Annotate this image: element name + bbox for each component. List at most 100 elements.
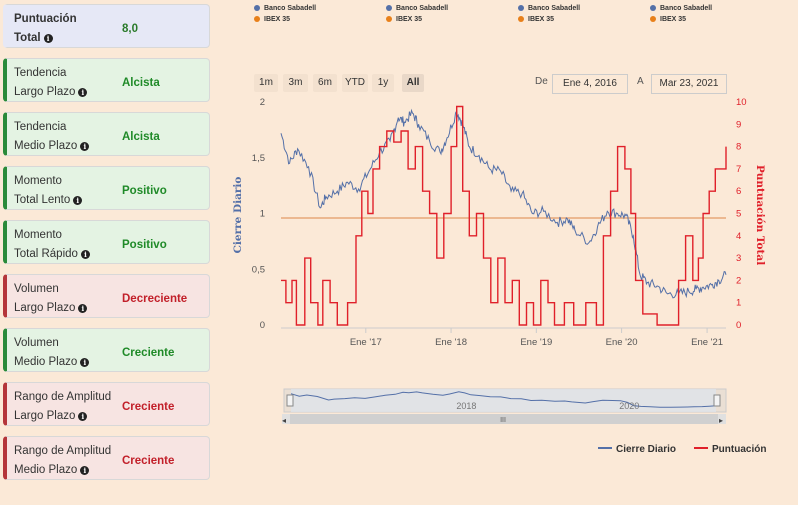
legend-item-bank[interactable]: Banco Sabadell (386, 5, 448, 12)
indicator-value: 8,0 (122, 23, 138, 35)
indicator-value: Decreciente (122, 293, 188, 305)
indicator-title: Tendencia (14, 67, 67, 79)
indicator-card: Momento Total Lento i Positivo (3, 166, 210, 210)
y-right-tick-label: 6 (736, 186, 741, 197)
from-label: De (535, 76, 548, 87)
range-button-1m[interactable]: 1m (254, 74, 278, 92)
legend-price[interactable]: Cierre Diario (598, 444, 676, 455)
scroll-left-arrow-icon: ◂ (282, 416, 286, 425)
indicator-value: Positivo (122, 239, 167, 251)
legend-dot-icon (650, 5, 656, 11)
info-icon[interactable]: i (43, 34, 53, 43)
to-label: A (637, 76, 644, 87)
scrollbar-grip-icon: III (500, 417, 506, 424)
indicator-card: Tendencia Medio Plazo i Alcista (3, 112, 210, 156)
indicator-subtitle-text: Medio Plazo (14, 464, 78, 476)
y-left-tick-label: 0,5 (252, 264, 265, 275)
legend-item-bank[interactable]: Banco Sabadell (650, 5, 712, 12)
y-right-tick-label: 1 (736, 298, 741, 309)
indicator-subtitle: Largo Plazo i (14, 302, 88, 314)
series-legend-top: Banco Sabadell IBEX 35 Banco Sabadell IBEX … (250, 3, 730, 27)
range-button-all[interactable]: All (402, 74, 424, 92)
y-left-tick-label: 1,5 (252, 153, 265, 164)
legend-dot-icon (254, 16, 260, 22)
x-tick-label: Ene '18 (435, 337, 467, 348)
legend-item-bank[interactable]: Banco Sabadell (254, 5, 316, 12)
legend-item-index[interactable]: IBEX 35 (386, 16, 422, 23)
indicator-value: Alcista (122, 77, 160, 89)
info-icon[interactable]: i (73, 196, 83, 205)
range-button-1y[interactable]: 1y (372, 74, 394, 92)
from-date-input[interactable]: Ene 4, 2016 (552, 74, 628, 94)
indicator-subtitle: Total i (14, 32, 53, 44)
indicator-value: Creciente (122, 347, 175, 359)
scrollbar-track (282, 414, 726, 424)
navigator-handle-left (286, 394, 294, 407)
legend-price-swatch (598, 447, 612, 449)
info-icon[interactable]: i (80, 250, 90, 259)
series-line-price (280, 108, 727, 299)
indicator-value: Alcista (122, 131, 160, 143)
indicator-subtitle: Largo Plazo i (14, 86, 88, 98)
x-tick-label: Ene '19 (520, 337, 552, 348)
legend-price-label: Cierre Diario (616, 444, 677, 455)
info-icon[interactable]: i (78, 412, 88, 421)
indicator-card: Rango de Amplitud Largo Plazo i Creciente (3, 382, 210, 426)
info-icon[interactable]: i (78, 304, 88, 313)
indicator-card: Momento Total Rápido i Positivo (3, 220, 210, 264)
y-right-tick-label: 4 (736, 231, 741, 242)
indicator-subtitle: Medio Plazo i (14, 140, 90, 152)
legend-item-bank[interactable]: Banco Sabadell (518, 5, 580, 12)
indicator-title: Tendencia (14, 121, 67, 133)
navigator-year-label: 2020 (619, 401, 639, 411)
scrollbar-thumb (290, 414, 718, 424)
indicator-value: Creciente (122, 401, 175, 413)
x-tick-label: Ene '20 (606, 337, 638, 348)
y-right-tick-label: 3 (736, 253, 741, 264)
legend-score[interactable]: Puntuación (694, 444, 766, 455)
navigator-window (291, 389, 716, 412)
indicator-subtitle-text: Largo Plazo (14, 302, 76, 314)
range-button-ytd[interactable]: YTD (342, 74, 368, 92)
scroll-right-arrow-icon: ▸ (719, 416, 723, 425)
y-left-tick-label: 2 (260, 97, 265, 108)
series-line-score (281, 105, 727, 326)
indicator-card: Rango de Amplitud Medio Plazo i Creciente (3, 436, 210, 480)
legend-index-label: IBEX 35 (264, 16, 291, 23)
range-button-3m[interactable]: 3m (283, 74, 308, 92)
legend-item-index[interactable]: IBEX 35 (650, 16, 686, 23)
info-icon[interactable]: i (80, 466, 90, 475)
indicator-title: Rango de Amplitud (14, 391, 112, 403)
y-right-tick-label: 10 (736, 97, 747, 108)
indicator-subtitle-text: Total Lento (14, 194, 71, 206)
to-date-input[interactable]: Mar 23, 2021 (651, 74, 727, 94)
info-icon[interactable]: i (80, 142, 90, 151)
range-button-6m[interactable]: 6m (313, 74, 337, 92)
y-right-tick-label: 9 (736, 119, 741, 130)
y-right-tick-label: 5 (736, 209, 741, 220)
indicator-value: Positivo (122, 185, 167, 197)
y-right-tick-label: 8 (736, 142, 741, 153)
x-tick-label: Ene '17 (350, 337, 382, 348)
indicator-title: Puntuación (14, 13, 77, 25)
indicator-title: Momento (14, 229, 62, 241)
indicator-subtitle: Total Lento i (14, 194, 83, 206)
info-icon[interactable]: i (78, 88, 88, 97)
indicator-card: Tendencia Largo Plazo i Alcista (3, 58, 210, 102)
indicator-subtitle-text: Largo Plazo (14, 86, 76, 98)
legend-item-index[interactable]: IBEX 35 (518, 16, 554, 23)
legend-index-label: IBEX 35 (660, 16, 687, 23)
indicator-subtitle-text: Medio Plazo (14, 356, 78, 368)
indicator-subtitle-text: Total Rápido (14, 248, 78, 260)
indicator-title: Volumen (14, 337, 59, 349)
info-icon[interactable]: i (80, 358, 90, 367)
indicator-title: Volumen (14, 283, 59, 295)
legend-item-index[interactable]: IBEX 35 (254, 16, 290, 23)
y-right-tick-label: 0 (736, 320, 741, 331)
legend-bank-label: Banco Sabadell (396, 5, 449, 12)
legend-index-label: IBEX 35 (396, 16, 423, 23)
legend-bank-label: Banco Sabadell (264, 5, 317, 12)
indicator-subtitle-text: Medio Plazo (14, 140, 78, 152)
legend-dot-icon (386, 5, 392, 11)
navigator-area (283, 388, 727, 413)
